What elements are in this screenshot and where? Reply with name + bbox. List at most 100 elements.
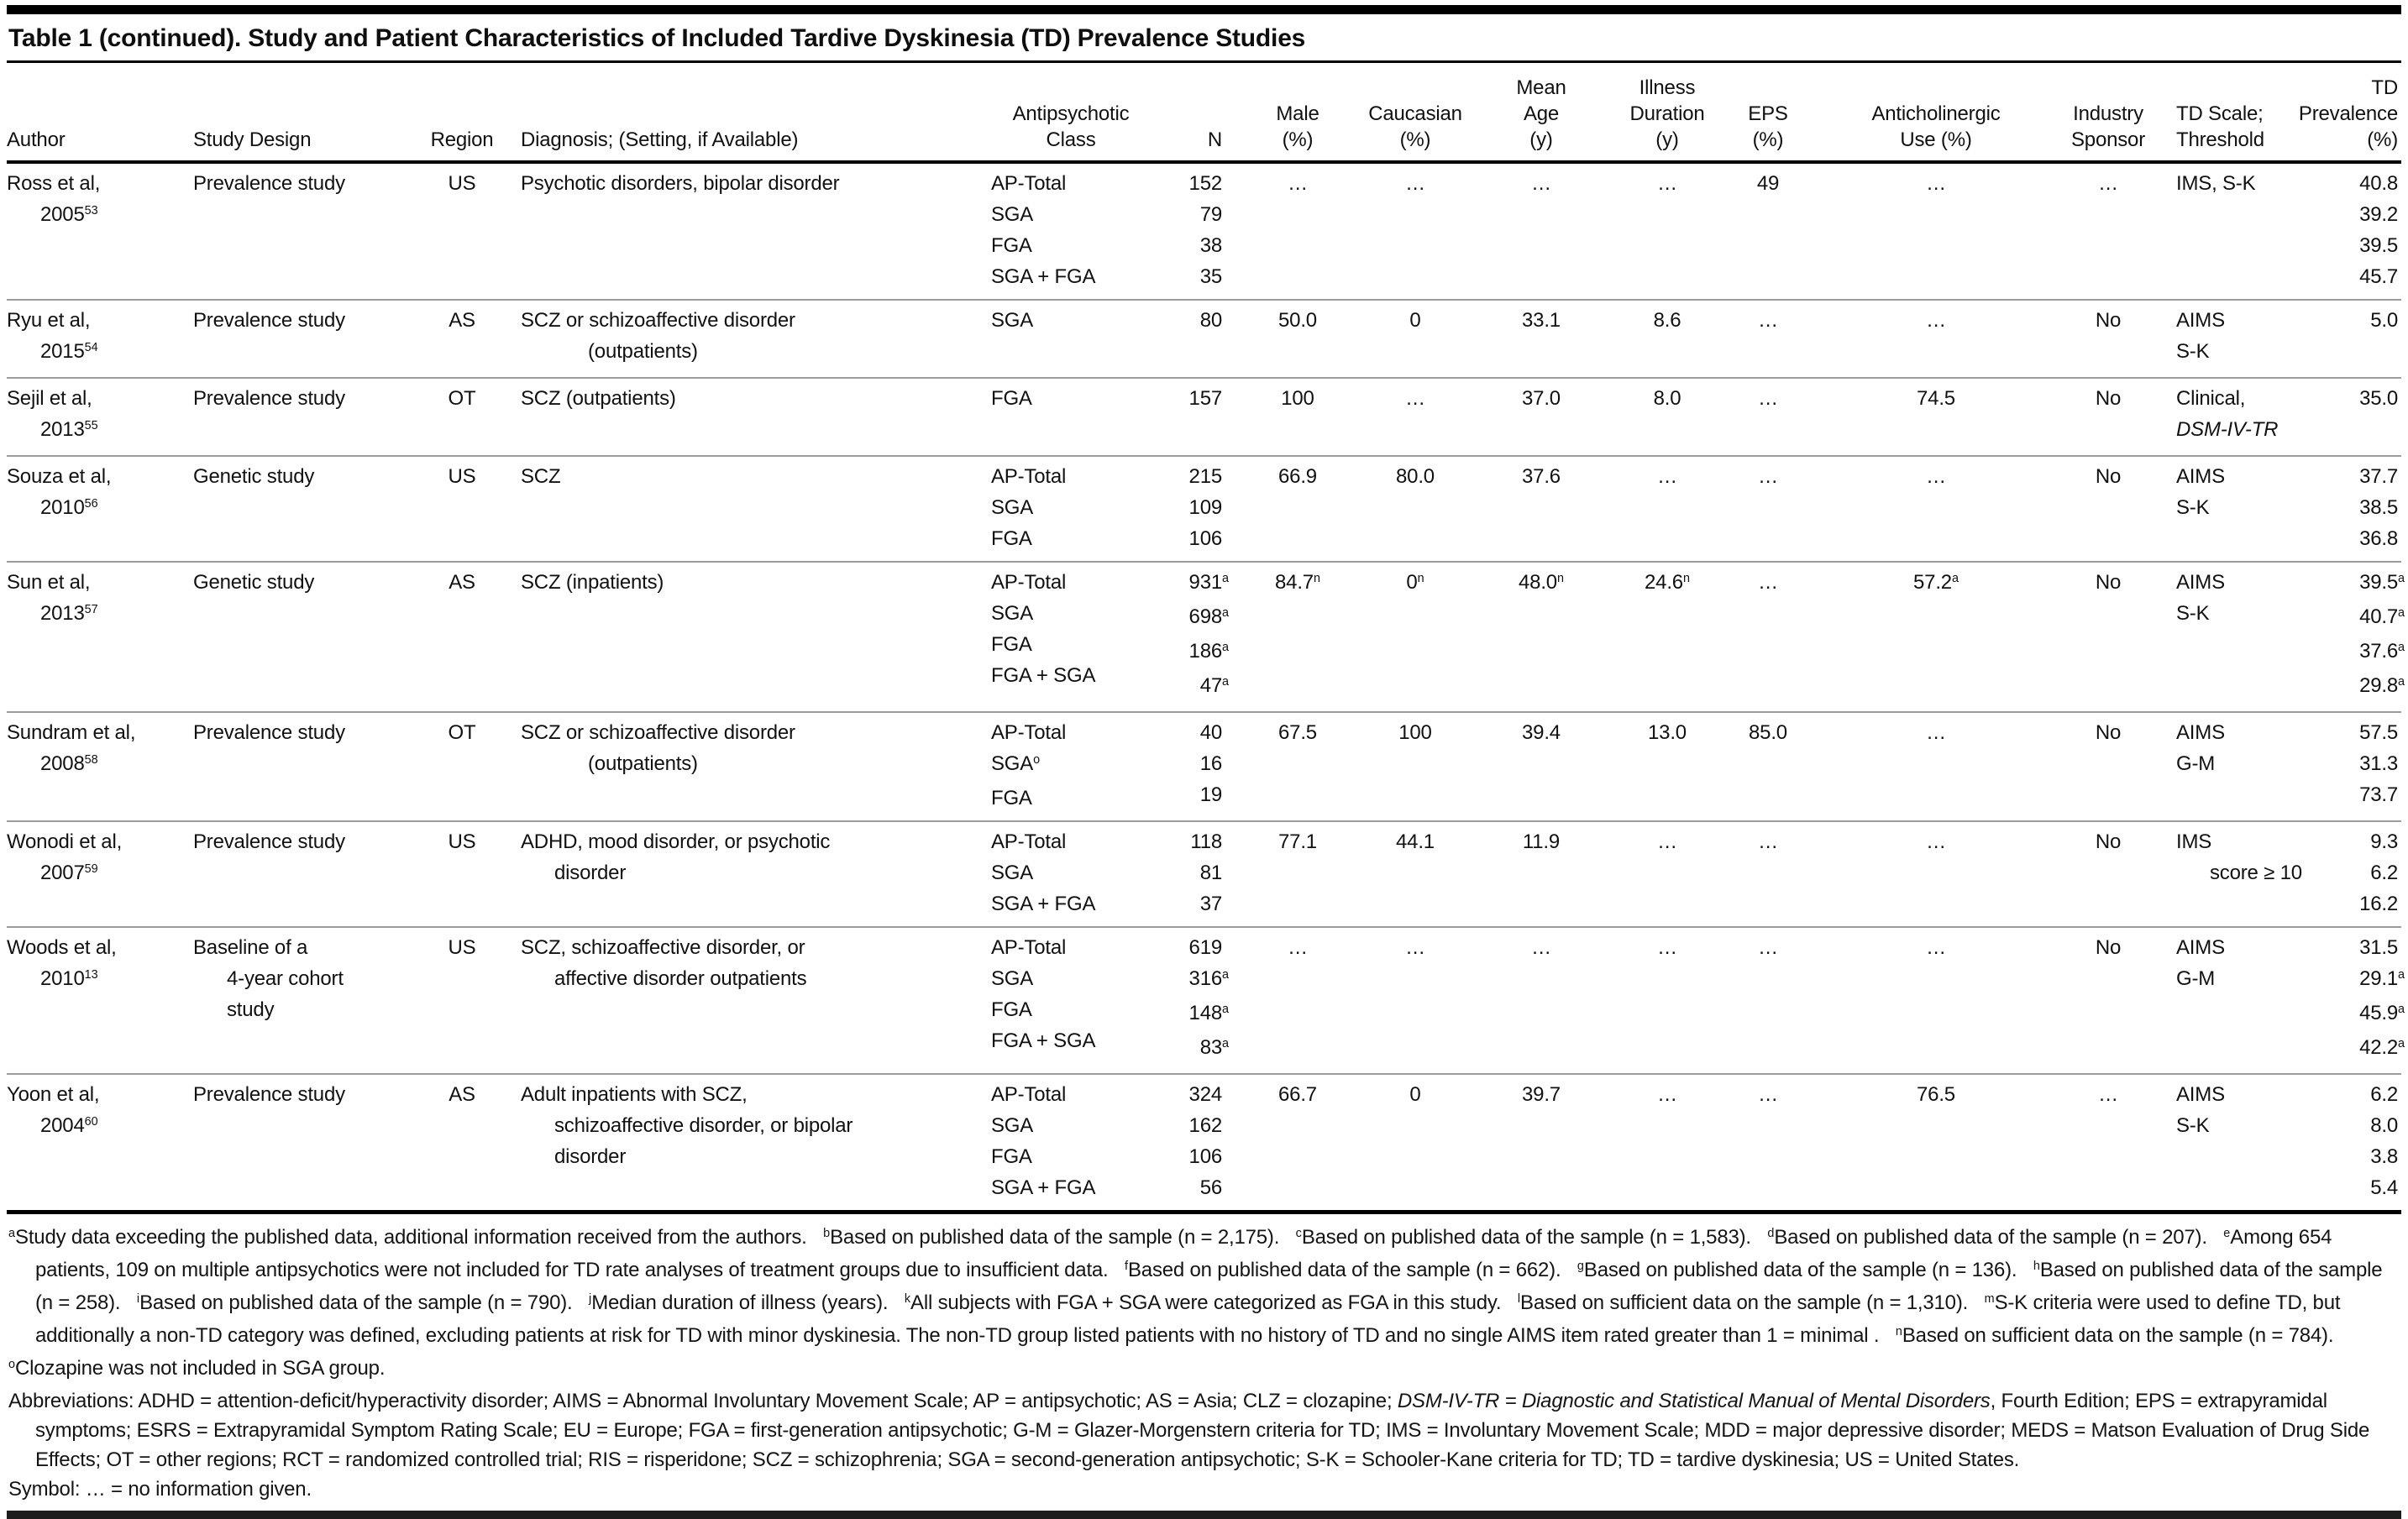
table-title: Table 1 (continued). Study and Patient C… <box>8 24 1306 52</box>
cell-line: 16 <box>1199 752 1222 775</box>
cell-line: OT <box>448 387 476 410</box>
cell-male: 66.9 <box>1247 455 1348 562</box>
table-row: Ross et al, 200553 Prevalence study US Psych… <box>7 162 2401 300</box>
cell-line: AS <box>449 1083 475 1106</box>
cell-line: 200759 <box>40 862 98 884</box>
cell-line: affective disorder outpatients <box>554 967 807 990</box>
cell-line: 39.4 <box>1522 721 1561 744</box>
cell-line: 201013 <box>40 967 98 990</box>
cell-scale: IMS score ≥ 10 <box>2146 820 2302 927</box>
cell-male: … <box>1247 926 1348 1074</box>
cell-line: SCZ <box>521 465 561 488</box>
cell-antichol: … <box>1802 820 2070 927</box>
cell-design: Prevalence study <box>193 377 403 456</box>
cell-line: … <box>2098 172 2118 195</box>
cell-line: Prevalence study <box>193 1083 345 1106</box>
cell-age: … <box>1482 162 1600 300</box>
header-line: Prevalence <box>2298 102 2398 125</box>
cell-sponsor: No <box>2070 820 2146 927</box>
cell-sponsor: No <box>2070 926 2146 1074</box>
cell-line: 66.9 <box>1278 465 1317 488</box>
cell-line: 200460 <box>40 1114 98 1137</box>
column-header-n: N <box>1151 63 1247 164</box>
cell-ap: AP-Total SGA FGA SGA + FGA <box>991 162 1151 300</box>
cell-line: AP-Total <box>991 721 1067 744</box>
cell-line: Sejil et al, <box>7 387 92 410</box>
cell-line: 37 <box>1199 893 1222 915</box>
cell-line: 157 <box>1188 387 1223 410</box>
cell-line: … <box>1758 936 1778 959</box>
header-line: (%) <box>2367 128 2398 151</box>
cell-line: 619 <box>1188 936 1223 959</box>
cell-line: 50.0 <box>1278 309 1317 332</box>
cell-line: Prevalence study <box>193 387 345 410</box>
cell-male: 84.7n <box>1247 561 1348 712</box>
cell-duration: 24.6n <box>1600 561 1734 712</box>
cell-diagnosis: SCZ or schizoaffective disorder (outpatie… <box>521 711 991 821</box>
cell-line: 8.0 <box>1653 387 1681 410</box>
cell-n: 619 316a 148a 83a <box>1151 926 1247 1074</box>
header-line: (y) <box>1529 128 1553 151</box>
cell-eps: … <box>1734 299 1802 378</box>
cell-line: … <box>1405 387 1425 410</box>
title-rule <box>7 60 2401 63</box>
cell-line: AIMS <box>2176 721 2225 744</box>
footnote: fBased on published data of the sample (… <box>1125 1259 1561 1281</box>
cell-line: AIMS <box>2176 309 2225 332</box>
cell-line: DSM-IV-TR <box>2176 418 2279 441</box>
cell-caucasian: … <box>1348 162 1482 300</box>
cell-region: US <box>403 926 521 1074</box>
cell-line: ADHD, mood disorder, or psychotic <box>521 830 831 853</box>
cell-line: … <box>1657 936 1677 959</box>
cell-line: 45.9a <box>2359 1002 2405 1024</box>
abbreviation-segment: Abbreviations: ADHD = attention-deficit/… <box>8 1390 1398 1412</box>
cell-line: 37.0 <box>1522 387 1561 410</box>
table-row: Sejil et al, 201355 Prevalence study OT SCZ … <box>7 377 2401 456</box>
cell-line: 48.0n <box>1519 571 1564 594</box>
cell-line: IMS, S-K <box>2176 172 2256 195</box>
clozapine-footnote: oClozapine was not included in SGA group… <box>8 1354 2401 1386</box>
cell-line: G-M <box>2176 752 2216 775</box>
table-row: Ryu et al, 201554 Prevalence study AS SCZ or… <box>7 299 2401 378</box>
cell-line: No <box>2095 309 2122 332</box>
cell-line: Genetic study <box>193 571 315 594</box>
footnote: oClozapine was not included in SGA group… <box>8 1357 386 1380</box>
cell-n: 157 <box>1151 377 1247 456</box>
footnote: cBased on published data of the sample (… <box>1295 1226 1751 1249</box>
cell-n: 324 162 106 56 <box>1151 1073 1247 1213</box>
cell-design: Genetic study <box>193 455 403 562</box>
cell-line: 84.7n <box>1275 571 1320 594</box>
cell-design: Prevalence study <box>193 1073 403 1213</box>
cell-design: Prevalence study <box>193 299 403 378</box>
cell-line: … <box>1758 1083 1778 1106</box>
cell-antichol: … <box>1802 711 2070 821</box>
cell-line: Prevalence study <box>193 172 345 195</box>
cell-sponsor: No <box>2070 455 2146 562</box>
cell-line: SCZ or schizoaffective disorder <box>521 309 795 332</box>
column-header-duration: Illness Duration (y) <box>1600 63 1734 164</box>
cell-line: 73.7 <box>2359 783 2398 806</box>
cell-line: AS <box>449 571 475 594</box>
header-line: Class <box>1046 128 1096 151</box>
cell-line: SGA <box>991 1114 1034 1137</box>
abbreviation-segment: , Fourth Edition; EPS = extrapyramidal s… <box>35 1390 2370 1471</box>
footnote: dBased on published data of the sample (… <box>1767 1226 2207 1249</box>
cell-line: OT <box>448 721 476 744</box>
cell-line: 0 <box>1409 1083 1421 1106</box>
cell-ap: AP-Total SGA FGA <box>991 455 1151 562</box>
cell-line: SGA + FGA <box>991 265 1096 288</box>
cell-line: Prevalence study <box>193 830 345 853</box>
cell-line: 38.5 <box>2359 496 2398 519</box>
header-line: Caucasian <box>1368 102 1462 125</box>
cell-line: 9.3 <box>2370 830 2398 853</box>
cell-line: Wonodi et al, <box>7 830 123 853</box>
cell-author: Souza et al, 201056 <box>7 455 193 562</box>
cell-line: 186a <box>1188 640 1230 663</box>
cell-line: Prevalence study <box>193 721 345 744</box>
table-row: Wonodi et al, 200759 Prevalence study US ADH… <box>7 820 2401 927</box>
cell-line: 40 <box>1199 721 1222 744</box>
cell-line: 200553 <box>40 203 98 226</box>
cell-eps: … <box>1734 1073 1802 1213</box>
cell-line: US <box>448 830 476 853</box>
cell-region: AS <box>403 299 521 378</box>
